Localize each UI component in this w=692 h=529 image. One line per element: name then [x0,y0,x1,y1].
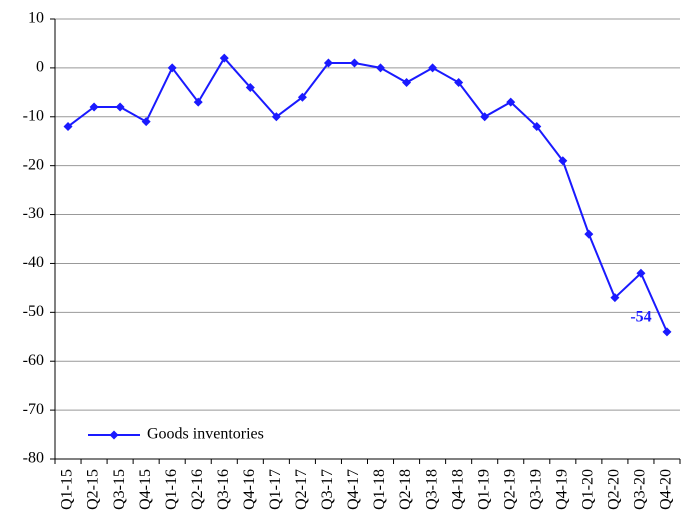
x-tick-label: Q4-19 [553,469,570,510]
x-tick-label: Q2-15 [85,469,102,510]
marker [141,117,151,127]
x-tick-label: Q3-19 [527,469,544,510]
x-tick-label: Q1-15 [59,469,76,510]
x-tick-label: Q4-16 [241,469,258,510]
y-tick-label: -10 [23,107,44,124]
x-tick-label: Q3-16 [215,469,232,510]
x-tick-label: Q2-16 [189,469,206,510]
x-tick-label: Q2-20 [606,469,623,510]
marker [193,97,203,107]
y-tick-label: -30 [23,205,44,222]
marker [532,122,542,132]
marker [376,63,386,73]
series-line [67,56,668,333]
x-tick-label: Q4-18 [449,469,466,510]
x-tick-label: Q1-16 [163,469,180,510]
marker [245,82,255,92]
marker [584,229,594,239]
marker [219,53,229,63]
y-tick-label: -40 [23,254,44,271]
x-tick-label: Q1-19 [475,469,492,510]
y-tick-label: -20 [23,156,44,173]
x-tick-label: Q1-17 [267,469,284,510]
marker [89,102,99,112]
legend-marker [109,430,119,440]
x-tick-label: Q3-18 [423,469,440,510]
marker [271,112,281,122]
x-tick-label: Q2-19 [501,469,518,510]
x-tick-label: Q1-20 [580,469,597,510]
marker [506,97,516,107]
y-tick-label: 10 [28,10,44,27]
annotation: -54 [630,309,651,326]
marker [428,63,438,73]
y-tick-label: -80 [23,450,44,467]
marker [636,268,646,278]
marker [558,156,568,166]
x-tick-label: Q2-17 [293,469,310,510]
marker [297,92,307,102]
y-tick-label: -50 [23,303,44,320]
marker [402,78,412,88]
x-tick-label: Q3-15 [111,469,128,510]
marker [63,122,73,132]
y-tick-label: -70 [23,401,44,418]
x-tick-label: Q3-17 [319,469,336,510]
marker [167,63,177,73]
x-tick-label: Q2-18 [397,469,414,510]
marker [115,102,125,112]
legend-label: Goods inventories [147,426,264,443]
x-tick-label: Q1-18 [371,469,388,510]
x-tick-label: Q4-20 [658,469,675,510]
marker [323,58,333,68]
marker [454,78,464,88]
marker [662,327,672,337]
marker [610,293,620,303]
marker [349,58,359,68]
y-tick-label: -60 [23,352,44,369]
x-tick-label: Q3-20 [632,469,649,510]
x-tick-label: Q4-17 [345,469,362,510]
y-tick-label: 0 [36,59,44,76]
x-tick-label: Q4-15 [137,469,154,510]
marker [480,112,490,122]
